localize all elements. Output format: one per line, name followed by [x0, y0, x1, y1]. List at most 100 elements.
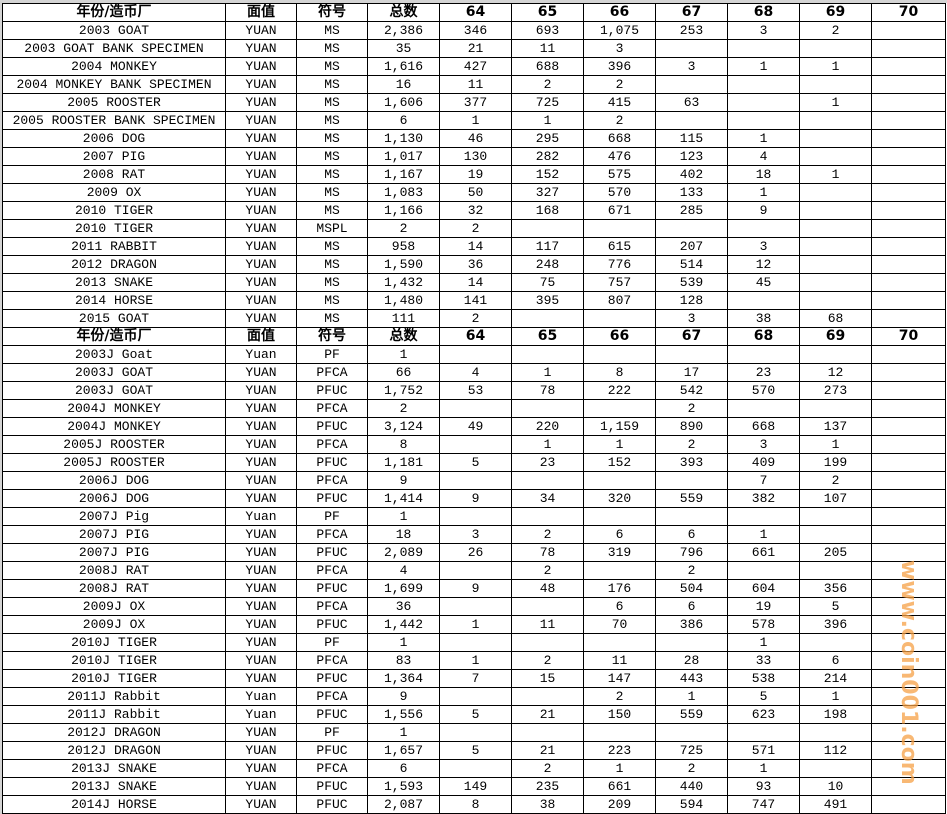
cell-g68: 409	[727, 453, 800, 472]
cell-denomination: YUAN	[225, 165, 297, 184]
cell-g70	[871, 345, 946, 364]
cell-g65: 78	[511, 543, 584, 562]
cell-g66	[583, 309, 656, 328]
cell-grade: PFUC	[296, 741, 368, 760]
cell-denomination: YUAN	[225, 219, 297, 238]
cell-grade: MS	[296, 57, 368, 76]
table-row: 2005 ROOSTER YUAN MS 1,606 377 725 415 63 1	[2, 93, 946, 112]
cell-g68: 3	[727, 237, 800, 256]
cell-g68: 747	[727, 795, 800, 814]
cell-g66: 222	[583, 381, 656, 400]
cell-g69: 2	[799, 471, 872, 490]
cell-g68: 1	[727, 525, 800, 544]
cell-g68	[727, 93, 800, 112]
cell-name: 2012J DRAGON	[2, 723, 226, 742]
cell-name: 2004J MONKEY	[2, 399, 226, 418]
cell-g68	[727, 219, 800, 238]
cell-g64	[439, 723, 512, 742]
cell-g69: 68	[799, 309, 872, 328]
cell-grade: MS	[296, 255, 368, 274]
cell-g66: 147	[583, 669, 656, 688]
cell-grade: PFCA	[296, 435, 368, 454]
cell-g64	[439, 759, 512, 778]
cell-g68: 571	[727, 741, 800, 760]
cell-name: 2011 RABBIT	[2, 237, 226, 256]
cell-g68: 661	[727, 543, 800, 562]
cell-name: 2009J OX	[2, 597, 226, 616]
cell-g65: 725	[511, 93, 584, 112]
table-row: 2005J ROOSTER YUAN PFCA 8 1 1 2 3 1	[2, 435, 946, 454]
cell-g70	[871, 435, 946, 454]
cell-g69	[799, 39, 872, 58]
cell-denomination: YUAN	[225, 723, 297, 742]
cell-g65: 48	[511, 579, 584, 598]
cell-name: 2003J Goat	[2, 345, 226, 364]
header-cell-g68: 68	[727, 3, 800, 22]
cell-g68: 3	[727, 435, 800, 454]
header-cell-g66: 66	[583, 327, 656, 346]
cell-name: 2010J TIGER	[2, 651, 226, 670]
cell-total: 2	[367, 219, 440, 238]
cell-name: 2004 MONKEY BANK SPECIMEN	[2, 75, 226, 94]
cell-g67: 3	[655, 57, 728, 76]
cell-g65: 38	[511, 795, 584, 814]
cell-name: 2013J SNAKE	[2, 777, 226, 796]
cell-g69	[799, 633, 872, 652]
cell-g65: 11	[511, 615, 584, 634]
cell-g64: 1	[439, 615, 512, 634]
cell-grade: PFUC	[296, 417, 368, 436]
cell-name: 2013 SNAKE	[2, 273, 226, 292]
table-row: 2014 HORSE YUAN MS 1,480 141 395 807 128	[2, 291, 946, 310]
cell-g64: 5	[439, 453, 512, 472]
cell-total: 83	[367, 651, 440, 670]
cell-name: 2003 GOAT	[2, 21, 226, 40]
cell-denomination: YUAN	[225, 399, 297, 418]
cell-g65	[511, 471, 584, 490]
cell-grade: PFUC	[296, 615, 368, 634]
cell-g69: 199	[799, 453, 872, 472]
cell-denomination: YUAN	[225, 39, 297, 58]
cell-grade: PF	[296, 345, 368, 364]
cell-g65: 1	[511, 363, 584, 382]
cell-denomination: YUAN	[225, 273, 297, 292]
cell-total: 1,606	[367, 93, 440, 112]
cell-grade: MS	[296, 291, 368, 310]
cell-grade: PFUC	[296, 543, 368, 562]
cell-g66: 70	[583, 615, 656, 634]
cell-g69: 6	[799, 651, 872, 670]
cell-name: 2007J PIG	[2, 543, 226, 562]
cell-g69	[799, 183, 872, 202]
cell-g66: 150	[583, 705, 656, 724]
cell-g64: 130	[439, 147, 512, 166]
cell-denomination: YUAN	[225, 291, 297, 310]
cell-g68: 23	[727, 363, 800, 382]
cell-g67: 393	[655, 453, 728, 472]
cell-g65: 1	[511, 435, 584, 454]
cell-g68	[727, 111, 800, 130]
cell-g65	[511, 399, 584, 418]
cell-total: 1,752	[367, 381, 440, 400]
cell-g70	[871, 219, 946, 238]
cell-g67: 115	[655, 129, 728, 148]
cell-g67	[655, 75, 728, 94]
cell-g70	[871, 471, 946, 490]
cell-g68: 1	[727, 183, 800, 202]
cell-name: 2007J PIG	[2, 525, 226, 544]
cell-total: 1,593	[367, 777, 440, 796]
cell-name: 2005J ROOSTER	[2, 453, 226, 472]
cell-grade: MS	[296, 201, 368, 220]
header-cell-g67: 67	[655, 3, 728, 22]
table-row: 2013J SNAKE YUAN PFCA 6 2 1 2 1	[2, 759, 946, 778]
cell-g64: 1	[439, 111, 512, 130]
cell-g66: 776	[583, 255, 656, 274]
cell-g69: 198	[799, 705, 872, 724]
cell-g66: 2	[583, 75, 656, 94]
cell-g64: 5	[439, 705, 512, 724]
header-cell-grade: 符号	[296, 3, 368, 22]
cell-g70	[871, 21, 946, 40]
cell-g70	[871, 309, 946, 328]
cell-g66: 668	[583, 129, 656, 148]
cell-total: 2,386	[367, 21, 440, 40]
cell-total: 1,017	[367, 147, 440, 166]
cell-g64	[439, 471, 512, 490]
